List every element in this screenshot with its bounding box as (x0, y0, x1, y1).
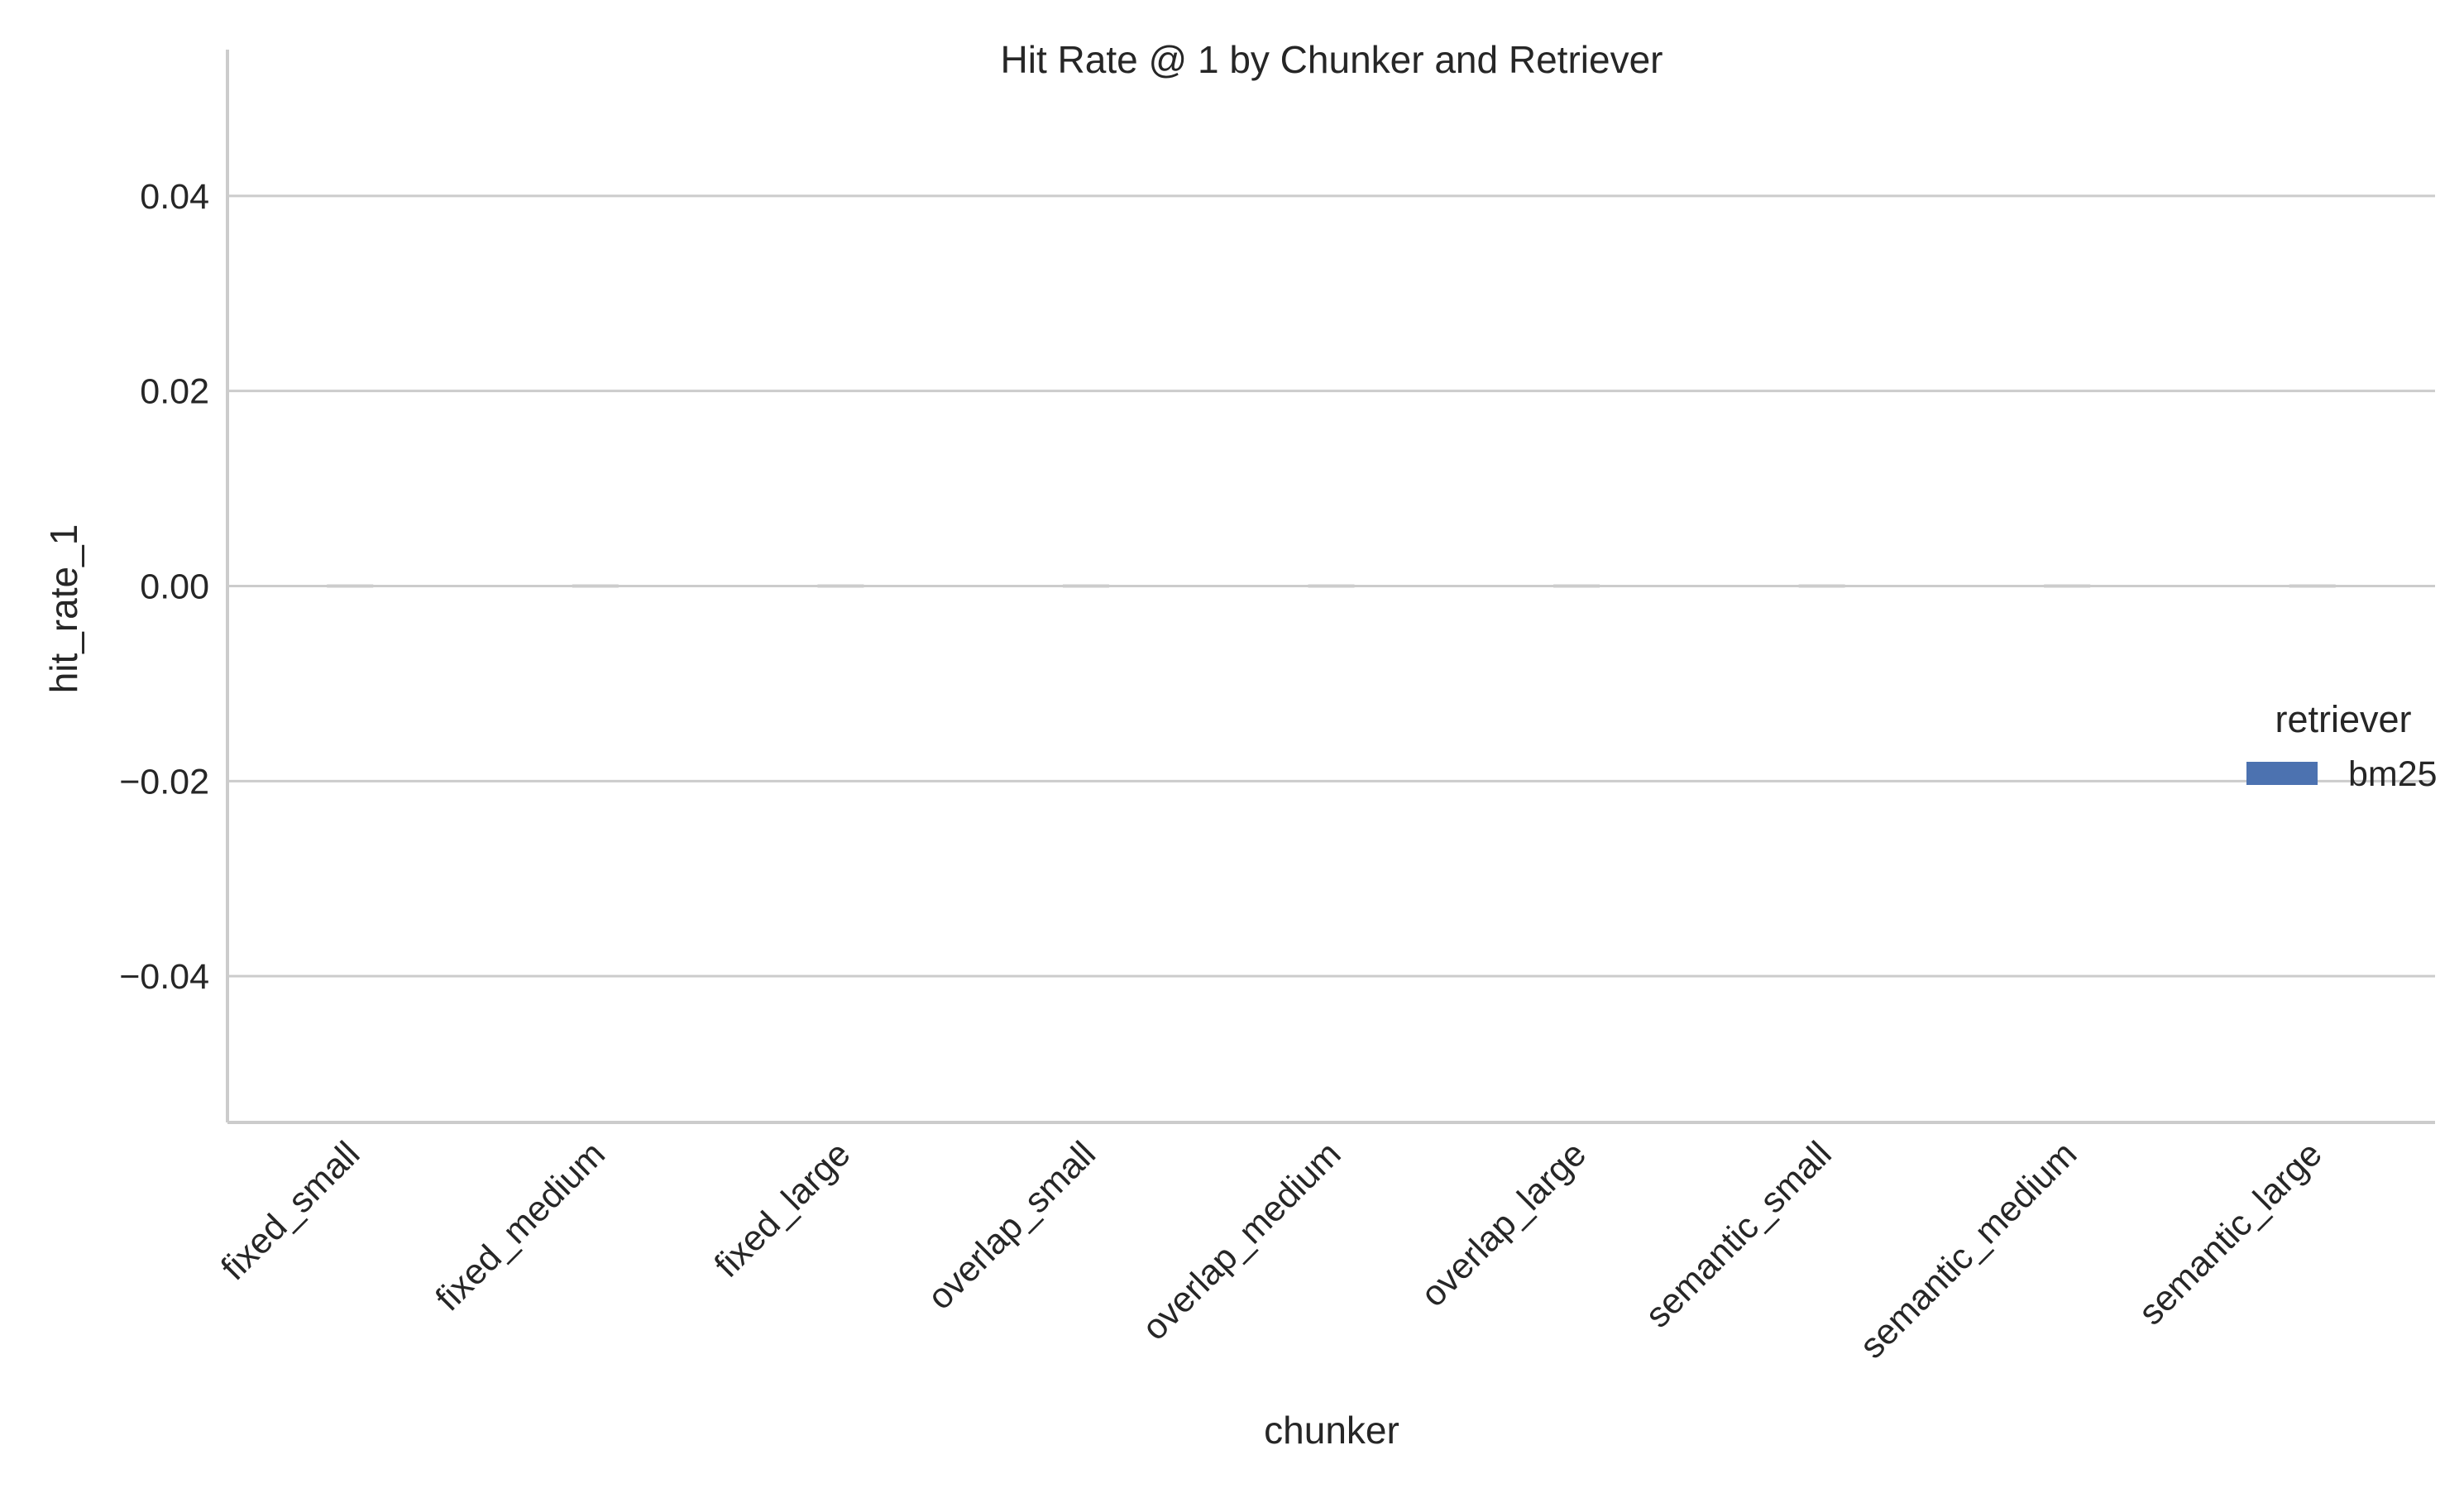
y-tick-label: −0.04 (119, 957, 209, 997)
x-tick-label: overlap_small (920, 1134, 1103, 1318)
y-tick-label: 0.00 (140, 567, 209, 607)
x-tick-label: fixed_small (213, 1134, 367, 1288)
x-tick-label: semantic_large (2131, 1134, 2330, 1333)
legend-label: bm25 (2348, 754, 2438, 794)
legend-items: bm25 (2246, 754, 2438, 794)
y-tick-labels: 0.04 0.02 0.00 −0.02 −0.04 (119, 177, 209, 997)
y-axis-label: hit_rate_1 (42, 524, 85, 694)
y-tick-label: 0.02 (140, 372, 209, 412)
legend: retriever bm25 (2246, 698, 2438, 794)
x-tick-label: overlap_large (1414, 1134, 1594, 1314)
legend-title: retriever (2275, 698, 2411, 740)
chart-title: Hit Rate @ 1 by Chunker and Retriever (1001, 38, 1663, 81)
x-tick-label: semantic_small (1638, 1134, 1839, 1335)
legend-swatch (2246, 762, 2318, 785)
x-tick-label: fixed_large (707, 1134, 859, 1285)
x-tick-labels: fixed_small fixed_medium fixed_large overla… (213, 1134, 2329, 1366)
x-axis-label: chunker (1264, 1409, 1399, 1452)
x-tick-label: semantic_medium (1853, 1134, 2085, 1366)
y-tick-label: −0.02 (119, 762, 209, 802)
x-tick-label: overlap_medium (1135, 1134, 1349, 1348)
x-tick-label: fixed_medium (428, 1134, 613, 1318)
y-tick-label: 0.04 (140, 177, 209, 217)
